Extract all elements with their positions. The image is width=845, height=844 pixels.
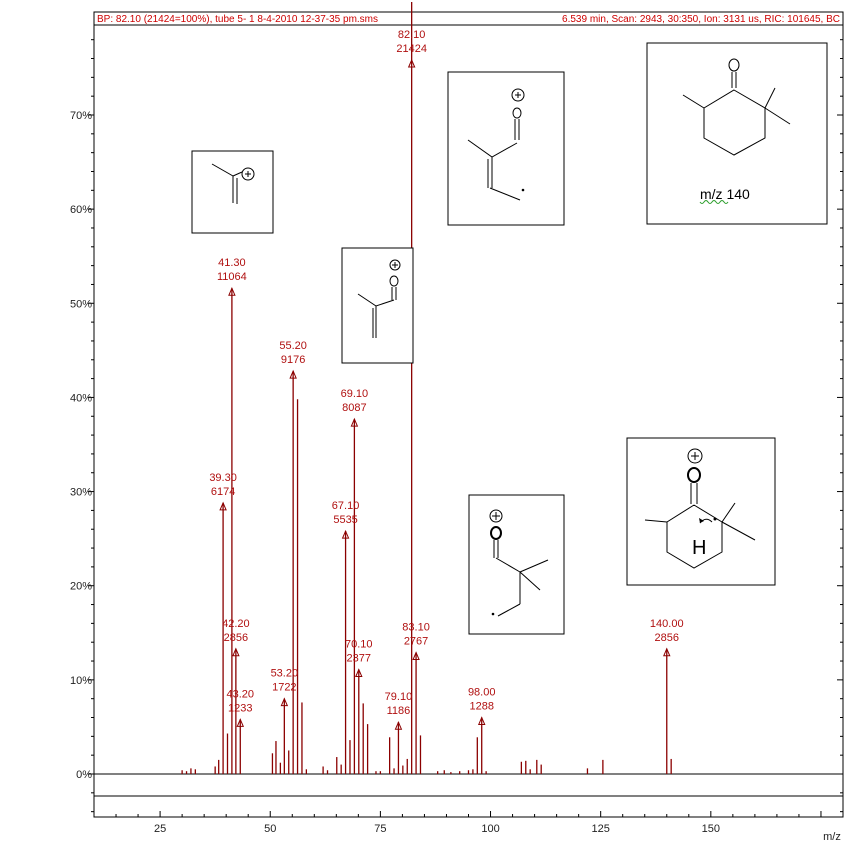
x-axis-label: m/z (823, 831, 841, 843)
peak-marker (289, 369, 297, 379)
structure-box-c3h5 (191, 150, 274, 234)
y-axis: 0% 10% 20% 30% 40% 50% 60% 70% (70, 39, 843, 813)
annotations-layer: 39.30 6174 41.30 11064 42.20 2856 43.20 1233 53.… (209, 29, 684, 730)
peak-mz-label: 43.20 (227, 688, 255, 700)
peak-mz-label: 39.30 (209, 472, 237, 484)
peak-count-label: 2767 (404, 636, 428, 648)
header-right: 6.539 min, Scan: 2943, 30:350, Ion: 3131… (562, 14, 840, 25)
peak-count-label: 1233 (228, 702, 252, 714)
peak-count-label: 2377 (347, 653, 371, 665)
peak-marker (232, 647, 240, 657)
peak-count-label: 2856 (224, 632, 248, 644)
peak-marker (394, 720, 403, 730)
x-tick-label: 50 (264, 823, 276, 835)
charge-icon (241, 167, 255, 181)
peak-marker (407, 58, 416, 68)
peak-marker (341, 529, 350, 539)
structure-box-acylium-radical (468, 494, 565, 635)
y-tick-label: 0% (76, 769, 92, 781)
y-tick-label: 50% (70, 298, 92, 310)
peak-count-label: 1288 (469, 701, 493, 713)
hydrogen-label: H (692, 537, 706, 559)
peak-mz-label: 140.00 (650, 618, 684, 630)
peak-count-label: 1186 (387, 705, 411, 717)
charge-icon (489, 509, 503, 523)
peak-count-label: 21424 (396, 43, 427, 55)
peak-mz-label: 98.00 (468, 687, 496, 699)
y-tick-label: 10% (70, 675, 92, 687)
peak-marker (228, 286, 236, 296)
y-tick-label: 30% (70, 487, 92, 499)
charge-icon (687, 448, 703, 464)
charge-icon (511, 88, 525, 102)
peak-mz-label: 79.10 (385, 691, 413, 703)
x-tick-label: 25 (154, 823, 166, 835)
peak-mz-label: 53.20 (271, 668, 299, 680)
y-tick-label: 70% (70, 110, 92, 122)
structure-box-c4h5o (341, 247, 414, 364)
peak-mz-label: 55.20 (279, 340, 307, 352)
peak-marker (355, 668, 363, 678)
peak-count-label: 8087 (342, 402, 366, 414)
x-axis: 25 50 75 100 125 150 (93, 811, 844, 835)
peak-marker (236, 718, 245, 727)
peak-marker (477, 716, 486, 726)
y-tick-label: 60% (70, 204, 92, 216)
peak-mz-label: 70.10 (345, 639, 373, 651)
structure-box-rearrangement: H (626, 437, 776, 586)
peak-count-label: 11064 (217, 271, 247, 283)
peak-marker (280, 697, 289, 707)
x-tick-label: 125 (591, 823, 609, 835)
peak-marker (219, 501, 227, 511)
peaks-layer (181, 2, 672, 774)
peak-count-label: 2856 (655, 632, 679, 644)
peak-count-label: 9176 (281, 354, 305, 366)
peak-count-label: 1722 (272, 682, 296, 694)
peak-marker (663, 647, 671, 657)
peak-mz-label: 69.10 (341, 388, 369, 400)
peak-marker (350, 417, 359, 427)
charge-icon (389, 259, 401, 271)
header-left: BP: 82.10 (21424=100%), tube 5- 1 8-4-20… (97, 14, 378, 25)
y-tick-label: 40% (70, 392, 92, 404)
structure-box-parent: m/z 140 (646, 42, 828, 225)
peak-mz-label: 82.10 (398, 29, 426, 41)
peak-mz-label: 83.10 (402, 622, 430, 634)
peak-count-label: 6174 (211, 486, 235, 498)
peak-marker (412, 651, 420, 661)
y-tick-label: 20% (70, 581, 92, 593)
x-tick-label: 100 (481, 823, 499, 835)
structure-box-c5h7o (447, 71, 565, 226)
peak-mz-label: 42.20 (222, 618, 250, 630)
peak-mz-label: 67.10 (332, 500, 360, 512)
parent-mz-label: m/z 140 (700, 186, 750, 202)
x-tick-label: 75 (374, 823, 386, 835)
x-tick-label: 150 (702, 823, 720, 835)
peak-mz-label: 41.30 (218, 257, 246, 269)
peak-count-label: 5535 (333, 514, 357, 526)
